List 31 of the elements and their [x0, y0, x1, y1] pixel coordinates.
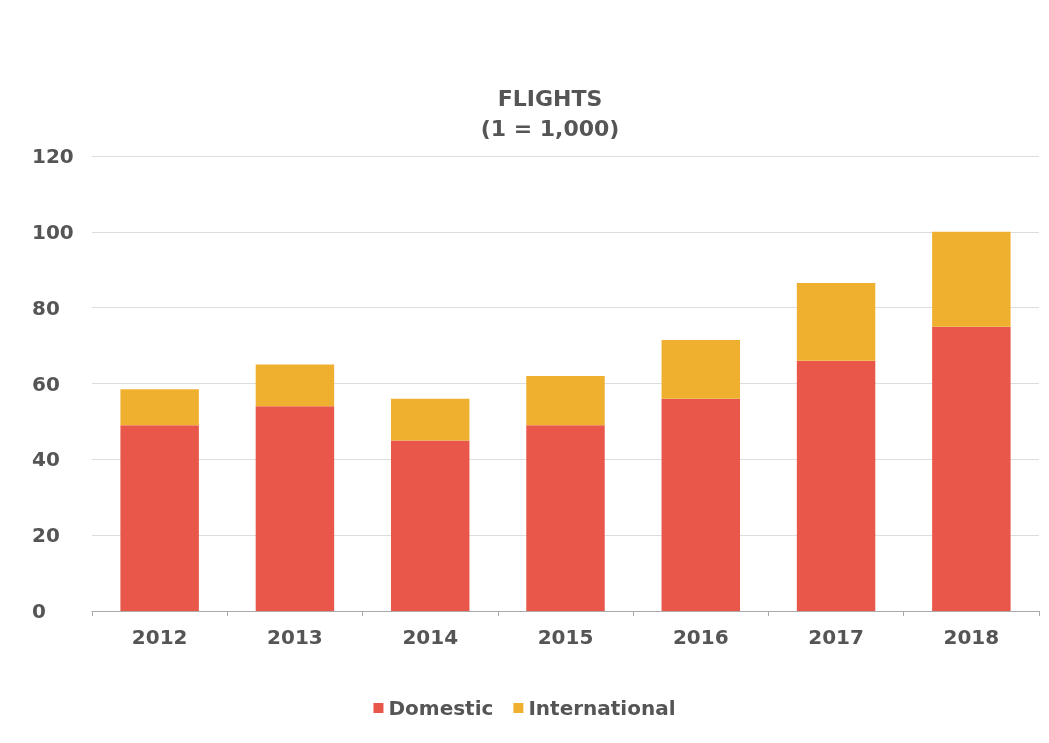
x-tick-label: 2016: [672, 625, 729, 649]
bar: [661, 398, 741, 611]
legend-label: Domestic: [388, 696, 494, 720]
bar: [661, 339, 741, 399]
y-tick-label: 20: [32, 523, 60, 548]
y-tick-label: 80: [32, 295, 60, 320]
bar: [120, 425, 199, 611]
x-tick-label: 2012: [131, 625, 188, 649]
bar: [390, 398, 470, 441]
y-tick-label: 120: [32, 144, 74, 168]
legend-label: International: [528, 696, 676, 720]
bar: [390, 440, 470, 611]
x-tick-label: 2013: [267, 625, 323, 649]
y-tick-label: 40: [32, 447, 60, 472]
bar: [120, 389, 199, 426]
bar: [255, 406, 335, 611]
bar: [526, 425, 605, 611]
bar: [796, 283, 876, 361]
bar: [932, 231, 1011, 327]
x-tick-label: 2014: [402, 625, 459, 649]
x-tick-label: 2015: [537, 625, 594, 649]
bar: [796, 360, 876, 611]
x-tick-label: 2018: [943, 625, 1000, 649]
y-tick-label: 100: [32, 219, 74, 244]
y-tick-label: 0: [32, 599, 46, 623]
bar: [932, 326, 1011, 611]
y-tick-label: 60: [32, 371, 60, 396]
chart-title: FLIGHTS (1 = 1,000): [480, 85, 620, 141]
bar: [255, 364, 335, 407]
x-tick-label: 2017: [808, 625, 864, 649]
bar: [526, 375, 605, 426]
